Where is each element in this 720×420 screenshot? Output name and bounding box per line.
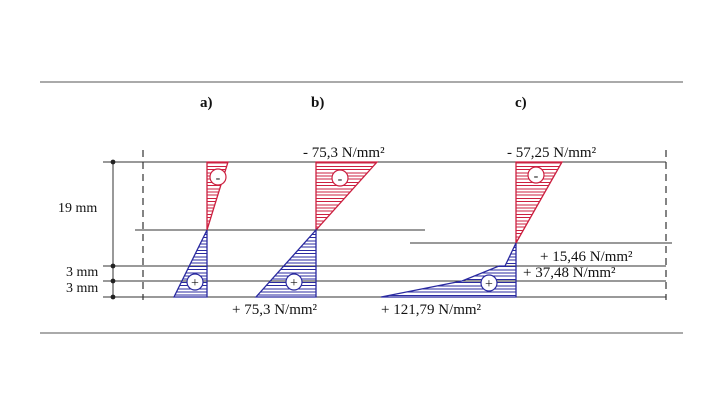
dimension-dot-bottom — [110, 294, 116, 300]
svg-text:+: + — [290, 276, 298, 291]
case-c-plus-sign: + — [480, 274, 498, 292]
case-a-compression-triangle — [206, 161, 229, 231]
dimension-dot-2 — [110, 278, 116, 284]
case-b-minus-sign: - — [331, 169, 349, 187]
stress-label-b-top: - 75,3 N/mm² — [303, 145, 385, 161]
dimension-dot-top — [110, 159, 116, 165]
case-b-tension-triangle — [254, 228, 317, 298]
case-a-plus-sign: + — [186, 273, 204, 291]
stress-label-b-bottom: + 75,3 N/mm² — [232, 302, 318, 318]
case-c-compression-triangle — [515, 161, 564, 246]
case-a-tension-triangle — [172, 229, 208, 298]
case-b-label: b) — [311, 95, 324, 111]
case-c-label: c) — [515, 95, 527, 111]
case-a-label: a) — [200, 95, 213, 111]
svg-text:-: - — [534, 169, 539, 184]
dimension-label-bottom: 3 mm — [66, 281, 98, 296]
case-b-plus-sign: + — [285, 273, 303, 291]
svg-text:-: - — [216, 171, 221, 186]
dimension-label-middle: 3 mm — [66, 265, 98, 280]
case-b-compression-triangle — [315, 161, 379, 232]
dimension-label-top: 19 mm — [58, 201, 97, 216]
case-c-minus-sign: - — [527, 166, 545, 184]
stress-label-c-top: - 57,25 N/mm² — [507, 145, 597, 161]
svg-text:+: + — [485, 277, 493, 292]
case-a-minus-sign: - — [209, 168, 227, 186]
stress-label-c-interface-1: + 15,46 N/mm² — [540, 249, 633, 265]
stress-label-c-interface-2: + 37,48 N/mm² — [523, 265, 616, 281]
svg-text:-: - — [338, 172, 343, 187]
stress-label-c-bottom: + 121,79 N/mm² — [381, 302, 482, 318]
svg-text:+: + — [191, 276, 199, 291]
dimension-dot-1 — [110, 263, 116, 269]
